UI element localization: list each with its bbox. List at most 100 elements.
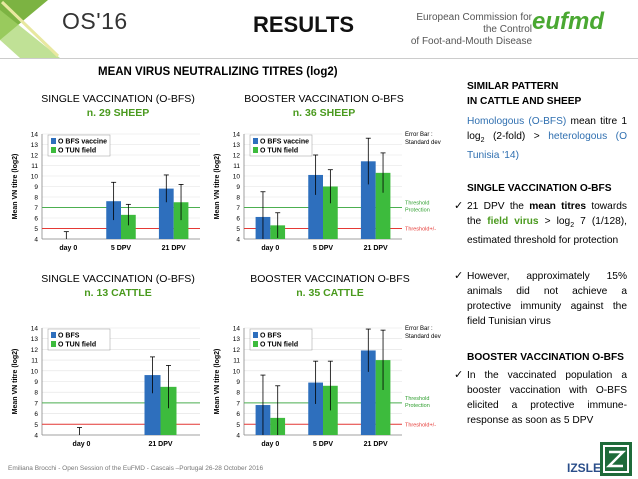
chart-title-text: BOOSTER VACCINATION O-BFS (244, 93, 404, 105)
legend-label: O TUN field (58, 342, 96, 349)
chart-sheep-booster: Mean VN titre (log2) 4 5 6 7 8 9 10 11 12 13 14 day … (214, 132, 441, 253)
y-tick-label: 14 (31, 132, 39, 139)
legend-label: O TUN field (58, 148, 96, 155)
y-tick-label: 11 (233, 358, 240, 365)
y-tick-label: 10 (233, 368, 241, 375)
b1-b: mean titres (529, 201, 587, 212)
eufmd-logo: eufmd (532, 8, 604, 36)
threshold-pm-label: Threshold+/- (405, 227, 436, 233)
chart-title-2: BOOSTER VACCINATION O-BFS n. 36 SHEEP (224, 92, 424, 120)
y-tick-label: 5 (34, 226, 38, 233)
y-tick-label: 11 (31, 163, 38, 170)
b1-c: towards the (467, 201, 627, 227)
y-tick-label: 9 (236, 379, 240, 386)
b1-d: field virus (487, 216, 539, 227)
legend-swatch (51, 341, 56, 347)
mean-titre-text: mean titre (566, 116, 618, 127)
x-tick-label: 21 DPV (364, 441, 388, 448)
y-tick-label: 12 (233, 347, 241, 354)
bar (323, 385, 338, 435)
conference-label: OS'16 (62, 8, 128, 34)
legend-swatch (253, 138, 258, 144)
similar-heading-2: IN CATTLE AND SHEEP (467, 96, 582, 107)
y-axis-label: Mean VN titre (log2) (12, 349, 19, 415)
y-tick-label: 8 (34, 390, 38, 397)
y-tick-label: 9 (34, 379, 38, 386)
bar (106, 201, 121, 239)
y-tick-label: 4 (236, 237, 240, 244)
error-bar-label: Standard dev (405, 140, 441, 146)
y-tick-label: 14 (233, 326, 241, 333)
bar (158, 188, 174, 239)
homologous-text: Homologous (O-BFS) (467, 116, 567, 127)
twofold-text: (2-fold) > (484, 131, 549, 142)
y-tick-label: 6 (34, 216, 38, 223)
check-icon: ✓ (454, 369, 464, 381)
y-tick-label: 8 (236, 195, 240, 202)
legend-label: O BFS (260, 333, 282, 340)
x-tick-label: 21 DPV (148, 441, 172, 448)
one-log-text: 1 log (467, 116, 627, 142)
chart-n: n. 13 CATTLE (84, 287, 152, 299)
threshold-pm-label: Threshold+/- (405, 422, 436, 428)
x-tick-label: day 0 (59, 245, 77, 252)
y-axis-label: Mean VN titre (log2) (214, 154, 221, 220)
threshold-protection-label: Protection (405, 208, 430, 214)
y-tick-label: 14 (233, 132, 241, 139)
izsler-logo-icon (600, 442, 632, 476)
b1-a: 21 DPV the (467, 201, 530, 212)
booster-heading: BOOSTER VACCINATION O-BFS (467, 352, 624, 363)
similar-heading-1: SIMILAR PATTERN (467, 81, 559, 92)
subscript: 2 (480, 137, 485, 145)
footer: Emiliana Brocchi - Open Session of the E… (8, 465, 264, 472)
y-tick-label: 12 (31, 153, 39, 160)
bar (144, 375, 161, 435)
legend-swatch (51, 332, 56, 338)
bar (375, 172, 391, 239)
legend-label: O TUN field (260, 342, 298, 349)
y-tick-label: 5 (34, 422, 38, 429)
b1-e: > log (538, 216, 571, 227)
y-tick-label: 12 (233, 153, 241, 160)
legend-label: O BFS (58, 333, 80, 340)
chart-n: n. 35 CATTLE (296, 287, 364, 299)
bullet-3-text: ✓ In the vaccinated population a booster… (454, 368, 627, 428)
legend-label: O BFS vaccine (58, 139, 107, 146)
chart-n: n. 36 SHEEP (292, 107, 356, 119)
bullet-2: ✓ However, approximately 15% animals did… (454, 269, 627, 329)
y-tick-label: 10 (31, 368, 39, 375)
x-tick-label: 21 DPV (162, 245, 186, 252)
y-tick-label: 14 (31, 326, 39, 333)
legend-swatch (253, 341, 258, 347)
bar (121, 214, 136, 239)
y-tick-label: 7 (236, 400, 240, 407)
legend-swatch (253, 332, 258, 338)
y-tick-label: 7 (34, 205, 38, 212)
org-line-1: European Commission for the Control (416, 12, 532, 35)
similar-text: Homologous (O-BFS) mean titre 1 log2 (2-… (467, 114, 627, 163)
chart-cattle-single: Mean VN titre (log2) 4 5 6 7 8 9 10 11 12 13 14 day … (12, 326, 200, 448)
x-tick-label: 5 DPV (313, 441, 334, 448)
legend-swatch (253, 147, 258, 153)
heterologous-text: heterologous (O Tunisia '14) (467, 131, 627, 162)
legend-box (249, 328, 313, 351)
legend-swatch (51, 147, 56, 153)
legend-swatch (51, 138, 56, 144)
y-tick-label: 13 (31, 336, 39, 343)
check-icon: ✓ (454, 200, 464, 212)
chart-title-text: SINGLE VACCINATION (O-BFS) (41, 273, 195, 285)
y-tick-label: 4 (34, 237, 38, 244)
legend-box (47, 328, 111, 351)
y-tick-label: 11 (233, 163, 240, 170)
legend-label: O BFS vaccine (260, 139, 309, 146)
chart-title-text: BOOSTER VACCINATION O-BFS (250, 273, 410, 285)
threshold-protection-label: Threshold (405, 201, 429, 207)
check-icon: ✓ (454, 270, 464, 282)
legend-label: O TUN field (260, 148, 298, 155)
y-tick-label: 7 (236, 205, 240, 212)
bar (160, 386, 177, 435)
decorative-green-corner (0, 0, 60, 58)
y-tick-label: 5 (236, 226, 240, 233)
y-tick-label: 9 (34, 184, 38, 191)
error-bar-label: Error Bar : (405, 132, 433, 138)
